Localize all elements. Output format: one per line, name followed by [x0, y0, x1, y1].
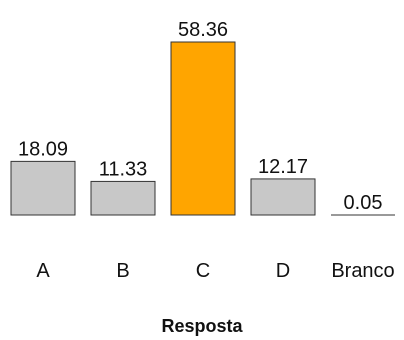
- bar-d: [250, 178, 316, 216]
- category-label-a: A: [36, 260, 50, 282]
- bar-b: [90, 180, 156, 216]
- bars-group: [10, 41, 395, 216]
- category-label-b: B: [116, 260, 129, 282]
- bar-c: [170, 41, 236, 216]
- category-label-c: C: [196, 260, 210, 282]
- value-label-branco: 0.05: [344, 192, 383, 214]
- category-labels-group: A B C D Branco: [36, 260, 394, 282]
- value-label-b: 11.33: [99, 158, 148, 180]
- value-label-d: 12.17: [258, 156, 308, 178]
- bar-a: [10, 160, 76, 216]
- x-axis-label: Resposta: [161, 316, 243, 336]
- value-label-a: 18.09: [18, 138, 68, 160]
- value-label-c: 58.36: [178, 19, 228, 41]
- category-label-branco: Branco: [331, 260, 394, 282]
- value-labels-group: 18.09 11.33 58.36 12.17 0.05: [18, 19, 383, 214]
- category-label-d: D: [276, 260, 290, 282]
